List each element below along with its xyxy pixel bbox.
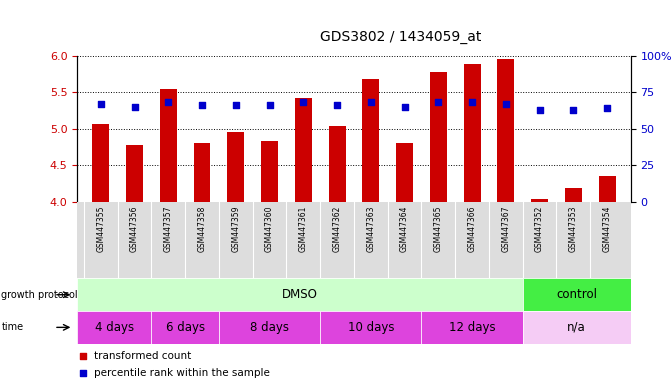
Text: GSM447364: GSM447364 [400,205,409,252]
Bar [599,176,615,202]
Bar [219,311,320,344]
Point [197,102,207,108]
Text: transformed count: transformed count [94,351,191,361]
Point [433,99,444,106]
Text: percentile rank within the sample: percentile rank within the sample [94,368,270,378]
Point [399,104,410,110]
Text: GSM447362: GSM447362 [333,205,342,252]
Bar [77,278,523,311]
Point [467,99,478,106]
Point [130,104,140,110]
Text: control: control [556,288,597,301]
Bar [430,73,447,202]
Bar [152,311,219,344]
Text: GSM447367: GSM447367 [501,205,511,252]
Text: GSM447365: GSM447365 [434,205,443,252]
Text: GSM447354: GSM447354 [603,205,611,252]
Text: GSM447356: GSM447356 [130,205,139,252]
Text: 8 days: 8 days [250,321,289,334]
Point [163,99,174,106]
Text: GSM447363: GSM447363 [366,205,375,252]
Bar [421,311,523,344]
Bar [227,132,244,202]
Point [501,101,511,107]
Point [298,99,309,106]
Bar [464,65,480,202]
Bar [396,143,413,202]
Text: GSM447366: GSM447366 [468,205,476,252]
Point [534,107,545,113]
Text: n/a: n/a [568,321,586,334]
Text: GSM447352: GSM447352 [535,205,544,252]
Text: 10 days: 10 days [348,321,394,334]
Text: DMSO: DMSO [282,288,318,301]
Bar [295,98,312,202]
Bar [77,311,152,344]
Text: GSM447361: GSM447361 [299,205,308,252]
Point [602,105,613,111]
Text: 6 days: 6 days [166,321,205,334]
Point [77,353,88,359]
Bar [523,311,631,344]
Point [230,102,241,108]
Bar [329,126,346,202]
Bar [531,199,548,202]
Text: GDS3802 / 1434059_at: GDS3802 / 1434059_at [321,30,482,44]
Bar [362,79,379,202]
Text: GSM447357: GSM447357 [164,205,173,252]
Point [366,99,376,106]
Point [331,102,342,108]
Bar [497,59,514,202]
Text: GSM447358: GSM447358 [197,205,207,252]
Text: GSM447359: GSM447359 [231,205,240,252]
Bar [194,143,211,202]
Text: GSM447360: GSM447360 [265,205,274,252]
Bar [523,278,631,311]
Text: GSM447355: GSM447355 [97,205,105,252]
Bar [320,311,421,344]
Point [77,370,88,376]
Bar [261,141,278,202]
Text: time: time [1,322,23,333]
Point [568,107,578,113]
Point [95,101,106,107]
Bar [93,124,109,202]
Text: GSM447353: GSM447353 [569,205,578,252]
Text: 4 days: 4 days [95,321,134,334]
Point [264,102,275,108]
Bar [565,189,582,202]
Bar [126,146,143,202]
Text: growth protocol: growth protocol [1,290,78,300]
Text: 12 days: 12 days [449,321,495,334]
Bar [160,89,176,202]
